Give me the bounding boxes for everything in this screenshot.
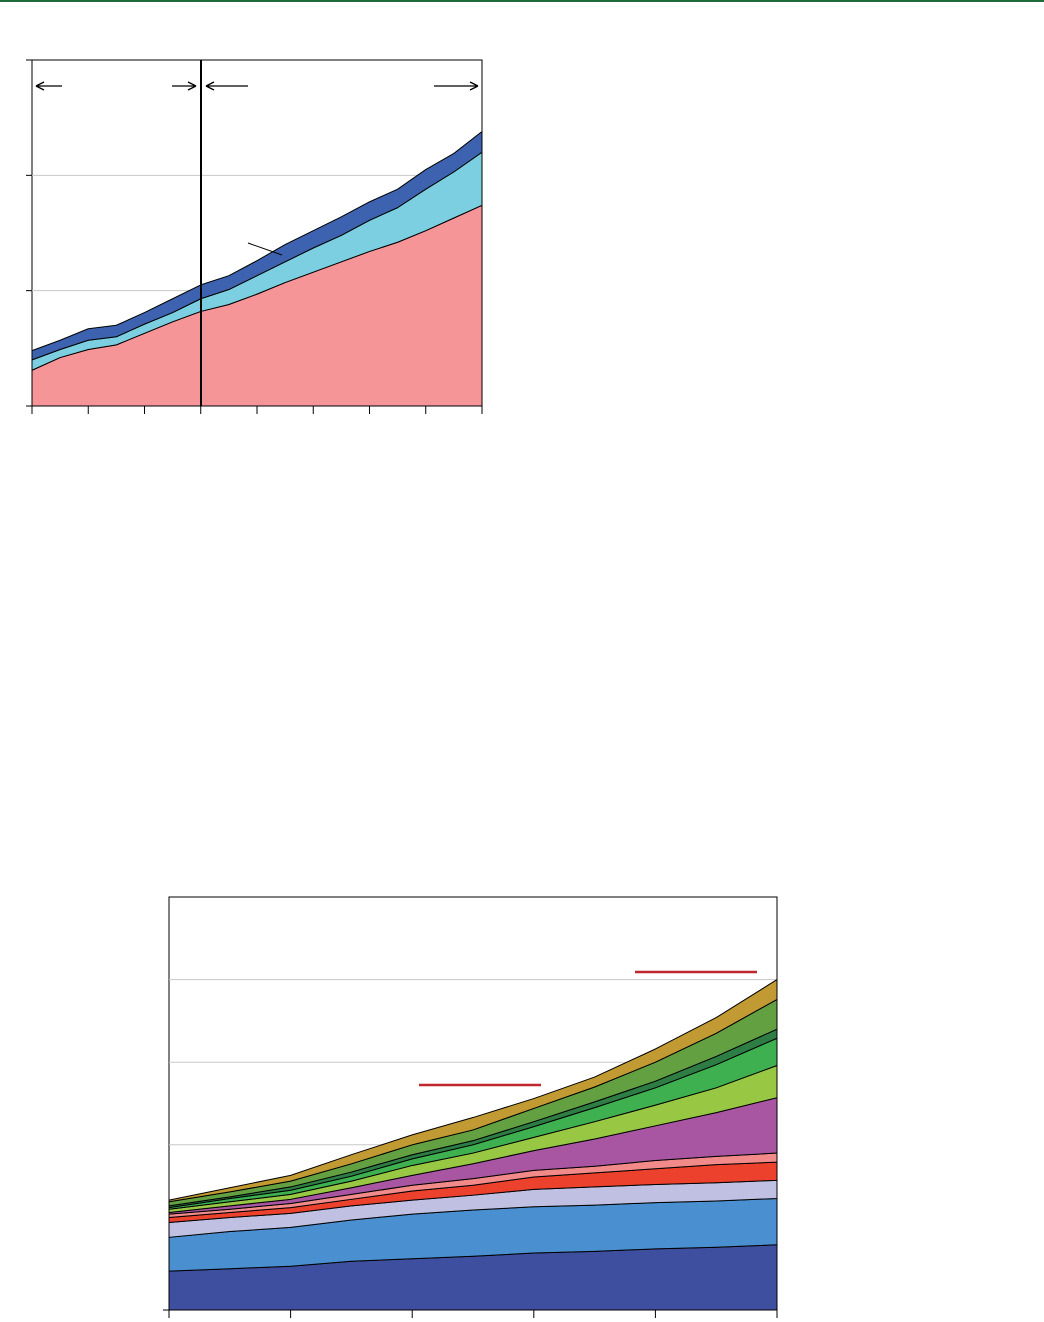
leader-line xyxy=(247,242,283,256)
chart-2 xyxy=(163,896,778,1318)
area xyxy=(168,979,778,1203)
arrow-left xyxy=(35,81,62,91)
arrow-right xyxy=(172,81,197,91)
arrow-left xyxy=(205,81,248,91)
area xyxy=(31,131,483,361)
chart-2-decor xyxy=(419,970,757,1087)
chart-1 xyxy=(26,59,483,414)
arrow-right xyxy=(434,81,479,91)
chart-1-decor xyxy=(35,60,479,406)
